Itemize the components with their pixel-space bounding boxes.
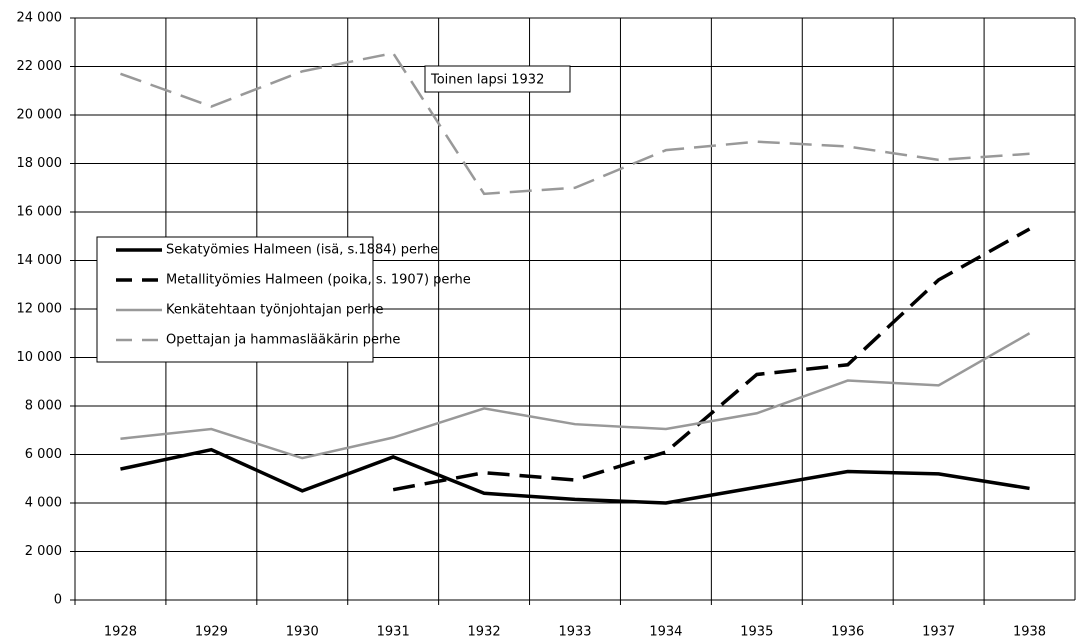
series-line: [392, 227, 1031, 492]
annotation-box: [424, 65, 571, 93]
y-tick-label: 2 000: [25, 544, 62, 559]
x-tick-label: 1936: [831, 625, 864, 640]
y-tick-label: 4 000: [25, 496, 62, 511]
series-line: [120, 332, 1031, 460]
y-tick-label: 0: [54, 593, 62, 608]
annotation: Toinen lapsi 1932: [430, 73, 544, 88]
x-tick-label: 1928: [104, 625, 137, 640]
legend-label: Metallityömies Halmeen (poika, s. 1907) …: [166, 273, 471, 288]
x-tick-label: 1929: [195, 625, 228, 640]
y-tick-label: 10 000: [17, 350, 63, 365]
y-tick-label: 16 000: [17, 205, 63, 220]
y-tick-label: 24 000: [17, 11, 63, 26]
x-tick-label: 1935: [740, 625, 773, 640]
legend-box: [96, 236, 374, 363]
x-tick-label: 1932: [468, 625, 501, 640]
x-tick-label: 1931: [377, 625, 410, 640]
y-tick-label: 14 000: [17, 253, 63, 268]
legend-label: Sekatyömies Halmeen (isä, s.1884) perhe: [166, 243, 438, 258]
y-tick-label: 22 000: [17, 59, 63, 74]
series-line: [120, 51, 1030, 196]
x-tick-label: 1933: [558, 625, 591, 640]
x-tick-label: 1938: [1013, 625, 1046, 640]
y-tick-label: 18 000: [17, 156, 63, 171]
y-tick-label: 6 000: [25, 447, 62, 462]
legend-label: Opettajan ja hammaslääkärin perhe: [166, 333, 400, 348]
series-line: [120, 447, 1030, 505]
x-tick-label: 1934: [649, 625, 682, 640]
y-tick-label: 20 000: [17, 108, 63, 123]
y-tick-label: 12 000: [17, 302, 63, 317]
y-tick-label: 8 000: [25, 399, 62, 414]
x-tick-label: 1937: [922, 625, 955, 640]
x-tick-label: 1930: [286, 625, 319, 640]
legend-label: Kenkätehtaan työnjohtajan perhe: [166, 303, 384, 318]
